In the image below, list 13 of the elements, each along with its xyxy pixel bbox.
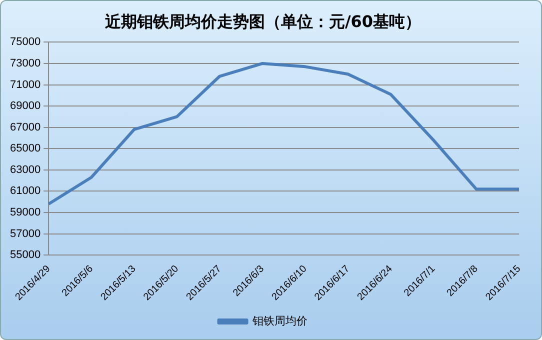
y-tick-label: 59000 bbox=[10, 206, 41, 219]
y-tick-label: 65000 bbox=[10, 142, 41, 155]
y-tick-label: 57000 bbox=[10, 228, 41, 240]
y-tick-label: 71000 bbox=[10, 78, 41, 91]
y-tick-label: 61000 bbox=[10, 185, 41, 198]
y-tick-label: 69000 bbox=[10, 100, 41, 112]
y-tick-label: 67000 bbox=[10, 121, 41, 134]
y-tick-label: 63000 bbox=[10, 164, 41, 176]
y-tick-label: 75000 bbox=[10, 36, 41, 48]
y-tick-label: 55000 bbox=[10, 249, 41, 262]
chart-title: 近期钼铁周均价走势图（单位：元/60基吨） bbox=[104, 12, 422, 31]
legend-label: 钼铁周均价 bbox=[251, 314, 308, 328]
y-tick-label: 73000 bbox=[10, 58, 41, 70]
